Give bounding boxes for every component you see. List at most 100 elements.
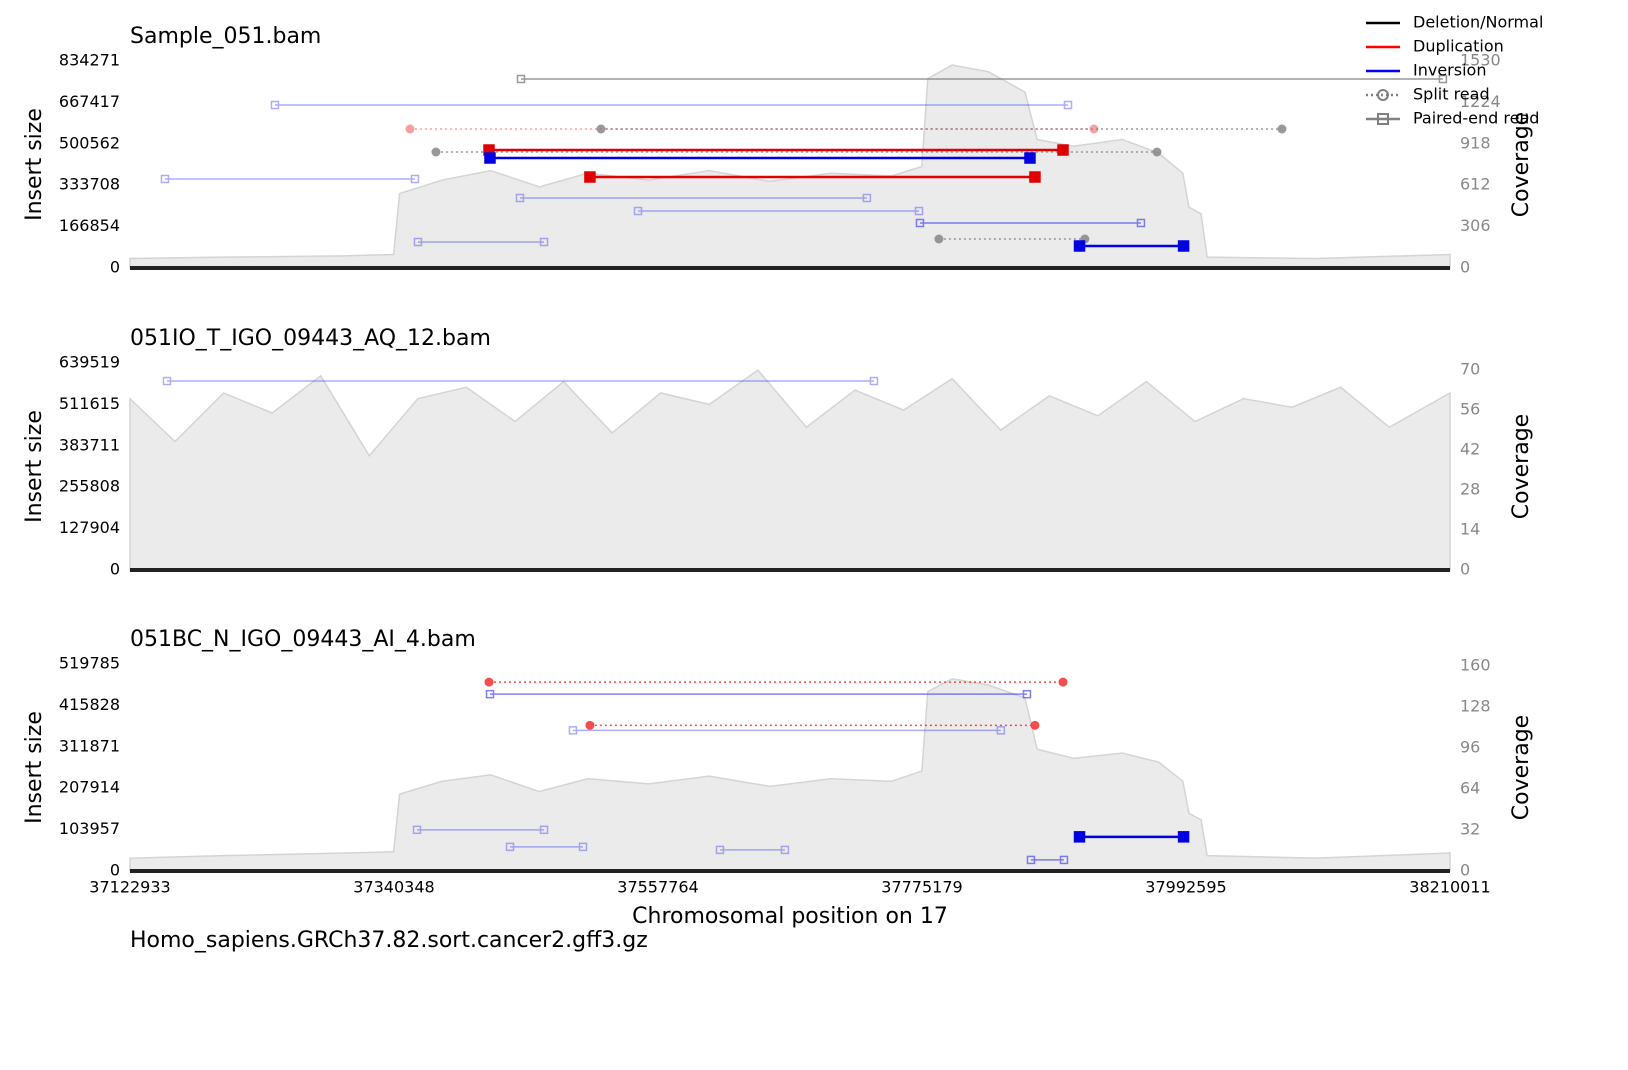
read-end <box>539 825 549 835</box>
read <box>162 376 879 386</box>
y-tick-label: 519785 <box>59 654 120 673</box>
read-end <box>1277 124 1287 134</box>
read <box>485 689 1032 699</box>
read-end <box>934 234 944 244</box>
y2-tick-label: 128 <box>1460 696 1491 715</box>
legend-marker <box>1377 113 1389 125</box>
read <box>915 218 1146 228</box>
read <box>431 147 1162 157</box>
read-end <box>780 845 790 855</box>
y-tick-label: 667417 <box>59 92 120 111</box>
annotation-track-label: Homo_sapiens.GRCh37.82.sort.cancer2.gff3… <box>130 928 648 953</box>
read-end <box>862 193 872 203</box>
y2-tick-label: 0 <box>1460 258 1470 277</box>
read <box>596 124 1287 134</box>
y-tick-label: 383711 <box>59 435 120 454</box>
read-end <box>484 152 496 164</box>
read-end <box>596 124 606 134</box>
read-end <box>869 376 879 386</box>
legend-label: Inversion <box>1413 61 1486 80</box>
read-end <box>715 845 725 855</box>
read-end <box>413 237 423 247</box>
y2-axis-label: Coverage <box>1509 112 1534 217</box>
y-tick-label: 311871 <box>59 736 120 755</box>
x-tick-label: 37340348 <box>353 878 434 897</box>
read-end <box>1026 855 1036 865</box>
y-axis-label: Insert size <box>22 108 47 221</box>
panel-title: 051BC_N_IGO_09443_AI_4.bam <box>130 627 476 652</box>
x-tick-label: 37775179 <box>881 878 962 897</box>
read-end <box>1136 218 1146 228</box>
read-end <box>1063 100 1073 110</box>
y-tick-label: 415828 <box>59 695 120 714</box>
x-tick-label: 37557764 <box>617 878 698 897</box>
read-end <box>1152 147 1162 157</box>
y2-tick-label: 0 <box>1460 560 1470 579</box>
read-end <box>160 174 170 184</box>
y2-axis-label: Coverage <box>1509 715 1534 820</box>
y2-tick-label: 42 <box>1460 440 1480 459</box>
read <box>483 144 1069 156</box>
y2-tick-label: 14 <box>1460 520 1480 539</box>
legend-label: Paired-end read <box>1413 109 1539 128</box>
y-tick-label: 0 <box>110 861 120 880</box>
read <box>413 237 549 247</box>
x-tick-label: 38210011 <box>1409 878 1490 897</box>
read <box>633 206 924 216</box>
read-end <box>162 376 172 386</box>
read-end <box>633 206 643 216</box>
y2-tick-label: 1530 <box>1460 51 1501 70</box>
read-end <box>485 689 495 699</box>
read <box>484 152 1036 164</box>
y2-tick-label: 28 <box>1460 480 1480 499</box>
read-end <box>410 174 420 184</box>
read-end <box>1022 689 1032 699</box>
read-end <box>1073 831 1086 843</box>
y-tick-label: 166854 <box>59 216 120 235</box>
y-tick-label: 500562 <box>59 133 120 152</box>
read-end <box>539 237 549 247</box>
read-end <box>584 171 596 183</box>
read-end <box>1057 144 1069 156</box>
read-end <box>484 677 494 687</box>
y2-tick-label: 96 <box>1460 737 1480 756</box>
read-end <box>1030 720 1040 730</box>
x-tick-label: 37992595 <box>1145 878 1226 897</box>
y-axis-label: Insert size <box>22 711 47 824</box>
coverage-area <box>129 64 1451 269</box>
panel-title: 051IO_T_IGO_09443_AQ_12.bam <box>130 326 491 351</box>
coverage-area <box>129 369 1451 571</box>
read-end <box>1177 240 1190 252</box>
read-end <box>996 726 1006 735</box>
read-end <box>1058 677 1068 687</box>
panel-title: Sample_051.bam <box>130 24 321 49</box>
x-axis-label: Chromosomal position on 17 <box>632 904 948 929</box>
legend-label: Duplication <box>1413 37 1504 56</box>
y2-axis-label: Coverage <box>1509 414 1534 519</box>
read-end <box>1177 831 1190 843</box>
read-end <box>1089 124 1099 134</box>
y2-tick-label: 160 <box>1460 655 1491 674</box>
legend-marker <box>1377 89 1389 101</box>
y-tick-label: 127904 <box>59 518 120 537</box>
read <box>484 677 1068 687</box>
read-end <box>1073 240 1086 252</box>
legend-label: Split read <box>1413 85 1490 104</box>
y-tick-label: 255808 <box>59 477 120 496</box>
read <box>515 193 872 203</box>
read-end <box>1029 171 1041 183</box>
read-end <box>431 147 441 157</box>
y2-tick-label: 32 <box>1460 819 1480 838</box>
read-end <box>515 193 525 203</box>
y2-tick-label: 918 <box>1460 133 1491 152</box>
read-end <box>505 842 515 852</box>
read <box>505 842 588 852</box>
x-tick-label: 37122933 <box>89 878 170 897</box>
y2-tick-label: 64 <box>1460 778 1480 797</box>
y-tick-label: 333708 <box>59 175 120 194</box>
read-end <box>516 74 526 84</box>
read <box>1026 855 1069 865</box>
read <box>160 174 420 184</box>
read-end <box>578 842 588 852</box>
